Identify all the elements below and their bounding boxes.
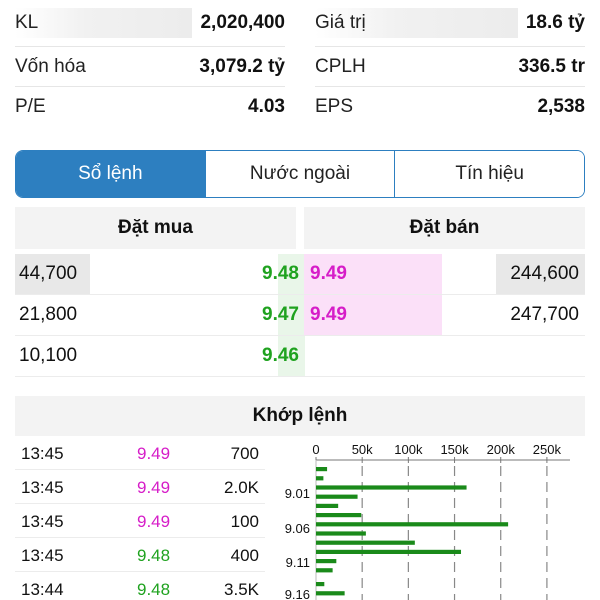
stats-left-column: KL 2,020,400 Vốn hóa 3,079.2 tỷ P/E 4.03 — [15, 0, 285, 127]
buy-price: 9.46 — [215, 336, 305, 376]
tab-signals[interactable]: Tín hiệu — [394, 151, 584, 197]
stat-value-market-cap: 3,079.2 tỷ — [199, 55, 285, 77]
matched-orders-header: Khớp lệnh — [15, 396, 585, 436]
stat-label-market-cap: Vốn hóa — [15, 55, 86, 77]
chart-bar — [316, 494, 358, 499]
sell-volume: 247,700 — [510, 304, 579, 325]
stat-row: Vốn hóa 3,079.2 tỷ — [15, 47, 285, 87]
chart-y-tick-label: 9.01 — [285, 486, 310, 501]
stat-label-volume: KL — [15, 8, 193, 38]
trade-volume: 700 — [230, 444, 259, 463]
chart-bar — [316, 591, 345, 596]
sell-volume: 244,600 — [496, 254, 585, 294]
stat-label-value: Giá trị — [315, 8, 518, 38]
stats-right-column: Giá trị 18.6 tỷ CPLH 336.5 tr EPS 2,538 — [315, 0, 585, 127]
stat-value-volume: 2,020,400 — [200, 12, 285, 33]
buy-orders-header: Đặt mua — [15, 207, 296, 249]
chart-x-tick-label: 150k — [440, 442, 469, 457]
chart-bar — [316, 513, 362, 518]
order-book-table: 44,700 9.48 9.49 244,600 21,800 9.47 9.4… — [15, 254, 585, 377]
matched-trades-list: 13:45 9.49 700 13:45 9.49 2.0K 13:45 9.4… — [15, 436, 265, 600]
trade-price: 9.49 — [137, 512, 171, 531]
stat-value-eps: 2,538 — [537, 96, 585, 117]
chart-x-tick-label: 50k — [352, 442, 373, 457]
chart-bar — [316, 467, 328, 472]
chart-y-tick-label: 9.06 — [285, 521, 310, 536]
sell-price: 9.49 — [304, 295, 442, 335]
buy-price: 9.48 — [215, 254, 305, 294]
trade-row: 13:45 9.48 400 — [15, 538, 265, 572]
trade-volume: 400 — [230, 546, 259, 565]
trade-price: 9.48 — [137, 580, 171, 599]
order-book-row[interactable]: 21,800 9.47 9.49 247,700 — [15, 295, 585, 336]
stock-stats: KL 2,020,400 Vốn hóa 3,079.2 tỷ P/E 4.03… — [0, 0, 600, 128]
trade-time: 13:44 — [21, 580, 64, 599]
trade-row: 13:45 9.49 100 — [15, 504, 265, 538]
trade-time: 13:45 — [21, 546, 64, 565]
trade-price: 9.49 — [137, 478, 171, 497]
trade-row: 13:45 9.49 2.0K — [15, 470, 265, 504]
stat-row: Giá trị 18.6 tỷ — [315, 0, 585, 47]
chart-bar — [316, 568, 333, 573]
sell-orders-header: Đặt bán — [304, 207, 585, 249]
chart-bar — [316, 582, 325, 587]
order-book-row[interactable]: 44,700 9.48 9.49 244,600 — [15, 254, 585, 295]
stat-row: P/E 4.03 — [15, 87, 285, 127]
chart-y-tick-label: 9.11 — [286, 555, 310, 570]
trade-price: 9.48 — [137, 546, 171, 565]
chart-bar — [316, 540, 415, 545]
stat-value-pe: 4.03 — [248, 96, 285, 117]
chart-bar — [316, 531, 366, 536]
chart-bar — [316, 559, 337, 564]
stat-label-shares-outstanding: CPLH — [315, 55, 366, 77]
chart-x-tick-label: 250k — [533, 442, 562, 457]
stat-row: KL 2,020,400 — [15, 0, 285, 47]
order-book-row[interactable]: 10,100 9.46 — [15, 336, 585, 377]
stat-value-value: 18.6 tỷ — [525, 12, 585, 33]
buy-volume: 21,800 — [19, 304, 78, 325]
volume-by-price-chart: 0 50k 100k 150k 200k 250k 9.01 9.06 9.11 9.16 — [270, 440, 590, 600]
trade-price: 9.49 — [137, 444, 171, 463]
trade-row: 13:45 9.49 700 — [15, 436, 265, 470]
buy-volume: 44,700 — [15, 254, 90, 294]
chart-bar — [316, 503, 339, 508]
trade-time: 13:45 — [21, 444, 64, 463]
chart-bar — [316, 522, 509, 527]
chart-y-tick-label: 9.16 — [285, 587, 310, 600]
chart-bar — [316, 485, 467, 490]
chart-x-tick-label: 0 — [312, 442, 319, 457]
chart-x-tick-label: 100k — [394, 442, 423, 457]
chart-x-tick-label: 200k — [487, 442, 516, 457]
stat-label-pe: P/E — [15, 96, 46, 117]
sell-price: 9.49 — [304, 254, 442, 294]
trade-time: 13:45 — [21, 478, 64, 497]
stat-row: EPS 2,538 — [315, 87, 585, 127]
stat-label-eps: EPS — [315, 96, 354, 117]
stat-value-shares-outstanding: 336.5 tr — [518, 55, 585, 77]
segmented-tabs: Sổ lệnh Nước ngoài Tín hiệu — [15, 150, 585, 198]
trade-row: 13:44 9.48 3.5K — [15, 572, 265, 600]
trade-volume: 2.0K — [224, 478, 259, 497]
trade-volume: 100 — [230, 512, 259, 531]
trade-time: 13:45 — [21, 512, 64, 531]
chart-bar — [316, 549, 462, 554]
chart-bar — [316, 476, 324, 481]
volume-by-price-svg: 0 50k 100k 150k 200k 250k 9.01 9.06 9.11 9.16 — [285, 442, 570, 600]
buy-price: 9.47 — [215, 295, 305, 335]
trade-volume: 3.5K — [224, 580, 259, 599]
stat-row: CPLH 336.5 tr — [315, 47, 585, 87]
buy-volume: 10,100 — [19, 345, 78, 366]
tab-foreign[interactable]: Nước ngoài — [204, 151, 395, 197]
tab-order-book[interactable]: Sổ lệnh — [16, 151, 205, 197]
